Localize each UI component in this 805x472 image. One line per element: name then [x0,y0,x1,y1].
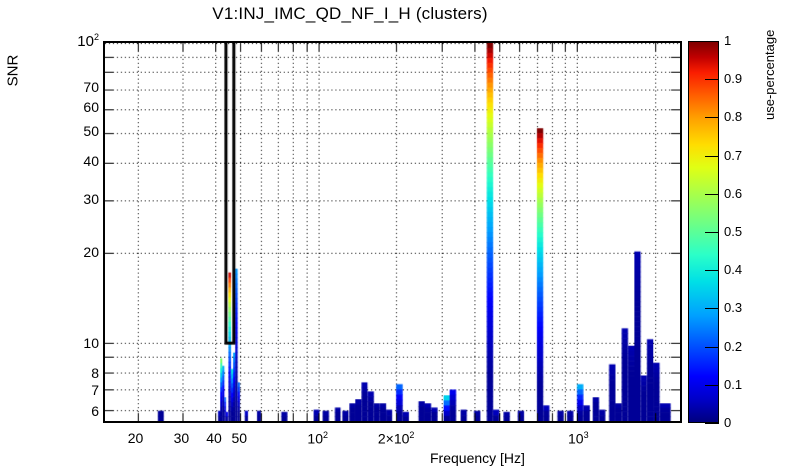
colorbar-tick [705,156,719,157]
colorbar-tick [705,347,719,348]
y-axis-title: SNR [4,54,22,87]
y-tick-label: 20 [83,243,99,260]
plot-frame [103,41,682,423]
x-tick-label: 103 [568,430,589,447]
y-tick-label: 50 [83,123,99,140]
colorbar-tick [705,41,719,42]
y-axis-title-wrap: SNR [2,38,24,108]
colorbar-tick-label: 0.7 [724,147,743,163]
colorbar-tick-label: 0.1 [724,376,743,392]
x-tick-label: 30 [173,430,190,446]
chart-title: V1:INJ_IMC_QD_NF_I_H (clusters) [212,4,488,23]
colorbar-tick [705,308,719,309]
colorbar-tick [705,194,719,195]
x-tick-label: 50 [231,430,248,446]
y-tick-label: 40 [83,152,99,169]
colorbar-tick-label: 0.6 [724,185,743,201]
x-tick-label: 40 [206,430,222,446]
x-tick-label: 102 [307,430,328,447]
y-tick-label: 10 [83,335,99,352]
x-tick-label: 20 [127,430,144,446]
y-tick-label: 102 [77,32,99,50]
colorbar-tick-label: 1 [724,33,732,48]
colorbar-tick-label: 0.3 [724,300,743,316]
x-axis-title: Frequency [Hz] [430,450,525,466]
colorbar-tick-label: 0.9 [724,71,743,87]
plot-canvas [105,43,680,421]
y-tick-label: 7 [91,382,99,399]
colorbar-tick-label: 0 [724,415,732,430]
y-tick-label: 30 [83,190,99,207]
colorbar-tick [705,270,719,271]
colorbar-tick-label: 0.4 [724,262,743,278]
colorbar-tick [705,385,719,386]
x-tick-label: 2×102 [377,430,415,447]
colorbar-tick [705,423,719,424]
y-tick-label: 70 [83,78,99,95]
colorbar-tick [705,117,719,118]
colorbar-tick-label: 0.8 [724,109,743,125]
colorbar-tick [705,232,719,233]
y-tick-label: 60 [83,99,99,116]
y-tick-label: 8 [91,364,99,381]
colorbar-tick-label: 0.5 [724,224,743,239]
colorbar-title: use-percentage [762,29,777,120]
colorbar-tick [705,79,719,80]
colorbar-tick-label: 0.2 [724,338,743,354]
y-tick-label: 6 [91,402,99,419]
